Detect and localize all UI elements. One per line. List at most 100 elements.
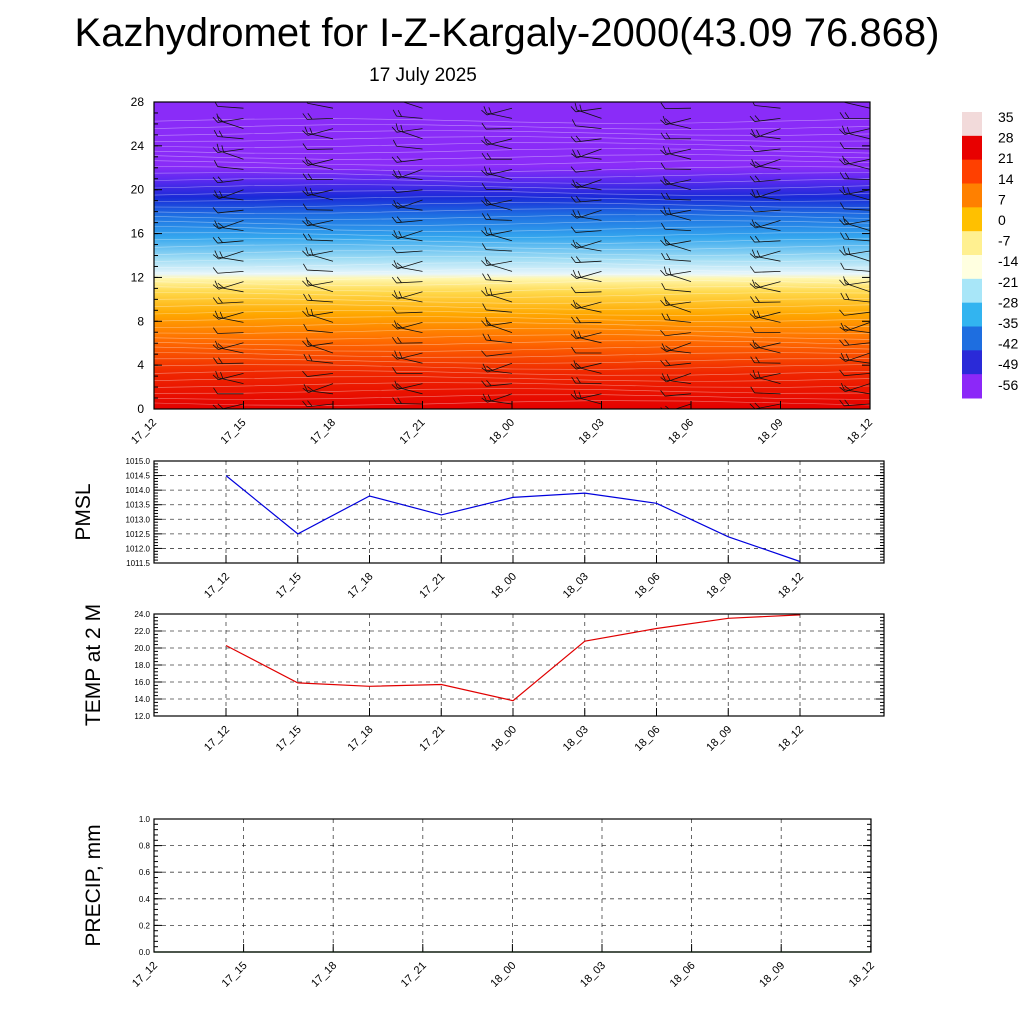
pmsl-x-tick-label: 17_12: [202, 571, 232, 601]
isotherm-line: [154, 250, 870, 256]
temp-x-tick-label: 18_00: [489, 724, 519, 754]
pmsl-y-tick-label: 1015.0: [126, 457, 151, 466]
isotherm-line: [154, 136, 870, 142]
cs-x-tick-label: 17_21: [398, 417, 428, 447]
wind-barb: [660, 132, 691, 140]
wind-barb: [749, 220, 781, 229]
colorbar-label: -42: [998, 336, 1018, 352]
wind-barb: [571, 316, 602, 324]
wind-barb: [392, 367, 423, 374]
wind-barb: [571, 376, 602, 384]
colorbar-label: 35: [998, 109, 1014, 125]
wind-barb: [660, 269, 692, 276]
isotherm-line: [154, 304, 870, 310]
pmsl-y-tick-label: 1012.5: [126, 530, 151, 539]
wind-barb: [481, 319, 513, 327]
wind-barb: [481, 213, 513, 221]
wind-barb: [303, 353, 334, 364]
isotherm-line: [154, 256, 870, 262]
wind-barb: [302, 310, 334, 317]
wind-barb: [839, 249, 870, 256]
wind-barb: [154, 290, 155, 293]
wind-barb: [302, 250, 334, 257]
colorbar-swatch: [962, 278, 982, 304]
precip-x-tick-label: 18_00: [488, 960, 518, 990]
wind-barb: [302, 219, 334, 227]
isotherm-line: [154, 394, 870, 400]
wind-barb: [213, 102, 244, 109]
colorbar-swatch: [962, 135, 982, 161]
wind-barb: [749, 250, 781, 259]
wind-barb: [303, 293, 334, 303]
precip-x-tick-label: 18_06: [668, 960, 698, 990]
precip-x-tick-label: 18_09: [757, 960, 787, 990]
temp-x-tick-label: 18_12: [776, 724, 806, 754]
wind-barb: [302, 370, 334, 377]
colorbar-label: 0: [998, 212, 1006, 228]
wind-barb: [750, 356, 781, 364]
temp-y-tick-label: 24.0: [134, 610, 150, 619]
wind-barb: [750, 128, 781, 138]
wind-barb: [397, 102, 423, 109]
wind-barb: [660, 390, 692, 397]
colorbar-swatch: [962, 255, 982, 280]
wind-barb: [839, 322, 870, 332]
wind-barb: [212, 250, 244, 260]
wind-barb: [392, 169, 423, 179]
wind-barb: [570, 195, 602, 203]
wind-barb: [391, 291, 423, 300]
wind-barb: [840, 202, 870, 211]
precip-x-tick-label: 17_12: [130, 960, 160, 990]
isotherm-line: [154, 334, 870, 340]
pmsl-panel: 1011.5 1012.0 1012.5 1013.0 1013.5 1014.0 1014…: [72, 457, 885, 601]
isotherm-line: [154, 124, 870, 130]
cs-x-tick-label: 18_12: [845, 417, 875, 447]
wind-barb: [481, 350, 513, 357]
wind-barb: [302, 128, 334, 136]
wind-barb: [302, 173, 333, 181]
wind-barb: [749, 189, 781, 199]
wind-barb: [660, 342, 692, 353]
cs-x-tick-label: 18_03: [577, 417, 607, 447]
wind-barb: [660, 359, 692, 367]
precip-x-tick-label: 17_21: [399, 960, 429, 990]
temp-y-tick-label: 20.0: [134, 644, 150, 653]
wind-barb: [660, 373, 692, 383]
cs-y-tick-label: 16: [131, 227, 145, 241]
wind-barb: [749, 342, 781, 350]
wind-barb: [391, 230, 423, 240]
wind-barb: [570, 286, 602, 294]
precip-y-tick-label: 0.0: [139, 948, 151, 957]
cs-y-tick-label: 20: [131, 183, 145, 197]
pmsl-x-tick-label: 18_03: [561, 571, 591, 601]
wind-barb: [749, 175, 781, 183]
wind-barb: [482, 273, 513, 282]
isotherm-line: [154, 346, 870, 352]
precip-y-axis-label: PRECIP, mm: [82, 824, 105, 946]
isotherm-line: [154, 364, 870, 370]
wind-barb: [840, 232, 870, 242]
isotherm-line: [154, 286, 870, 292]
colorbar-label: 14: [998, 171, 1014, 187]
wind-barb: [481, 183, 513, 191]
wind-barb: [660, 178, 692, 186]
colorbar-label: -56: [998, 377, 1018, 393]
precip-x-tick-label: 17_18: [309, 960, 339, 990]
colorbar-swatch: [962, 159, 982, 184]
wind-barb: [839, 352, 870, 362]
wind-barb: [840, 292, 870, 303]
wind-barb: [391, 216, 423, 224]
wind-barb: [570, 271, 602, 279]
wind-barb: [749, 373, 781, 380]
wind-barb: [303, 263, 334, 272]
wind-barb: [660, 162, 692, 170]
wind-barb: [303, 323, 334, 333]
wind-barb: [212, 146, 244, 154]
colorbar-swatch: [962, 207, 982, 232]
colorbar-label: -49: [998, 356, 1018, 372]
isotherm-line: [154, 166, 870, 172]
wind-barb: [212, 311, 244, 320]
colorbar-label: -35: [998, 315, 1018, 331]
wind-barb: [839, 172, 870, 180]
